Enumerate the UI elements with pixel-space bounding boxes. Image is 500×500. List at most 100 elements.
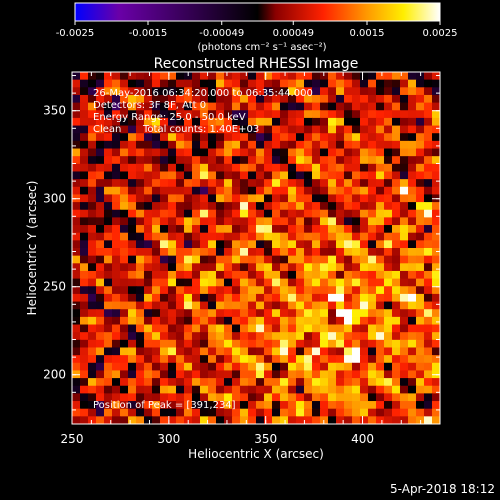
heatmap-cell [128, 186, 137, 196]
heatmap-cell [376, 347, 385, 356]
heatmap-cell [336, 140, 345, 150]
heatmap-cell [288, 202, 297, 211]
heatmap-cell [120, 362, 129, 372]
heatmap-cell [352, 209, 361, 218]
heatmap-cell [296, 309, 305, 318]
heatmap-cell [280, 217, 289, 226]
heatmap-cell [136, 339, 145, 349]
heatmap-cell [336, 324, 345, 333]
heatmap-cell [104, 309, 113, 318]
heatmap-cell [296, 156, 305, 165]
heatmap-cell [248, 179, 257, 188]
heatmap-cell [376, 110, 385, 119]
heatmap-cell [152, 156, 161, 165]
heatmap-cell [288, 248, 297, 257]
heatmap-cell [104, 248, 113, 257]
heatmap-cell [304, 133, 313, 142]
heatmap-cell [72, 163, 81, 173]
heatmap-cell [296, 232, 305, 241]
heatmap-cell [176, 355, 185, 364]
heatmap-cell [208, 94, 217, 104]
heatmap-cell [352, 393, 361, 402]
heatmap-cell [288, 117, 297, 127]
heatmap-cell [368, 240, 377, 249]
heatmap-cell [152, 270, 161, 280]
heatmap-cell [352, 232, 361, 241]
heatmap-cell [224, 110, 233, 119]
heatmap-cell [128, 286, 137, 295]
heatmap-cell [320, 393, 329, 402]
heatmap-cell [176, 408, 185, 417]
heatmap-cell [176, 125, 185, 134]
heatmap-cell [136, 324, 145, 333]
heatmap-cell [72, 293, 81, 303]
heatmap-cell [96, 347, 105, 356]
heatmap-cell [216, 125, 225, 134]
heatmap-cell [352, 87, 361, 96]
heatmap-cell [80, 140, 89, 150]
heatmap-cell [208, 186, 217, 196]
heatmap-cell [304, 248, 313, 257]
heatmap-cell [288, 270, 297, 280]
heatmap-cell [120, 270, 129, 280]
heatmap-cell [184, 255, 193, 264]
heatmap-cell [88, 324, 97, 333]
heatmap-cell [112, 347, 121, 356]
heatmap-cell [392, 248, 401, 257]
heatmap-cell [288, 156, 297, 165]
heatmap-cell [96, 202, 105, 211]
heatmap-cell [200, 339, 209, 349]
heatmap-cell [112, 156, 121, 165]
heatmap-cell [424, 87, 433, 96]
heatmap-cell [312, 87, 321, 96]
heatmap-cell [264, 209, 273, 218]
heatmap-cell [192, 324, 201, 333]
heatmap-cell [432, 301, 440, 310]
heatmap-cell [304, 332, 313, 341]
heatmap-cell [336, 416, 345, 424]
heatmap-cell [96, 186, 105, 196]
heatmap-cell [168, 171, 177, 180]
heatmap-cell [224, 347, 233, 356]
heatmap-cell [208, 248, 217, 257]
heatmap-cell [176, 255, 185, 264]
heatmap-cell [256, 309, 265, 318]
heatmap-cell [280, 117, 289, 127]
heatmap-cell [232, 270, 241, 280]
heatmap-cell [120, 248, 129, 257]
heatmap-cell [80, 339, 89, 349]
heatmap-cell [304, 110, 313, 119]
heatmap-cell [232, 408, 241, 417]
heatmap-cell [88, 378, 97, 387]
heatmap-cell [272, 194, 281, 203]
heatmap-cell [304, 148, 313, 157]
heatmap-cell [240, 316, 249, 326]
heatmap-cell [360, 133, 369, 142]
heatmap-cell [176, 179, 185, 188]
heatmap-cell [416, 79, 425, 88]
heatmap-cell [312, 316, 321, 326]
heatmap-cell [240, 117, 249, 127]
heatmap-cell [296, 370, 305, 379]
heatmap-cell [224, 240, 233, 249]
heatmap-cell [208, 125, 217, 134]
heatmap-cell [232, 316, 241, 326]
heatmap-cell [240, 393, 249, 402]
heatmap-cell [304, 179, 313, 188]
heatmap-cell [160, 240, 169, 249]
heatmap-cell [184, 171, 193, 180]
heatmap-cell [224, 293, 233, 303]
heatmap-cell [432, 286, 440, 295]
heatmap-cell [432, 209, 440, 218]
heatmap-cell [136, 362, 145, 372]
heatmap-cell [368, 179, 377, 188]
heatmap-cell [136, 163, 145, 173]
heatmap-cell [184, 401, 193, 410]
heatmap-cell [176, 217, 185, 226]
heatmap-cell [400, 393, 409, 402]
heatmap-cell [392, 301, 401, 310]
heatmap-cell [240, 171, 249, 180]
heatmap-cell [264, 393, 273, 402]
heatmap-cell [232, 309, 241, 318]
